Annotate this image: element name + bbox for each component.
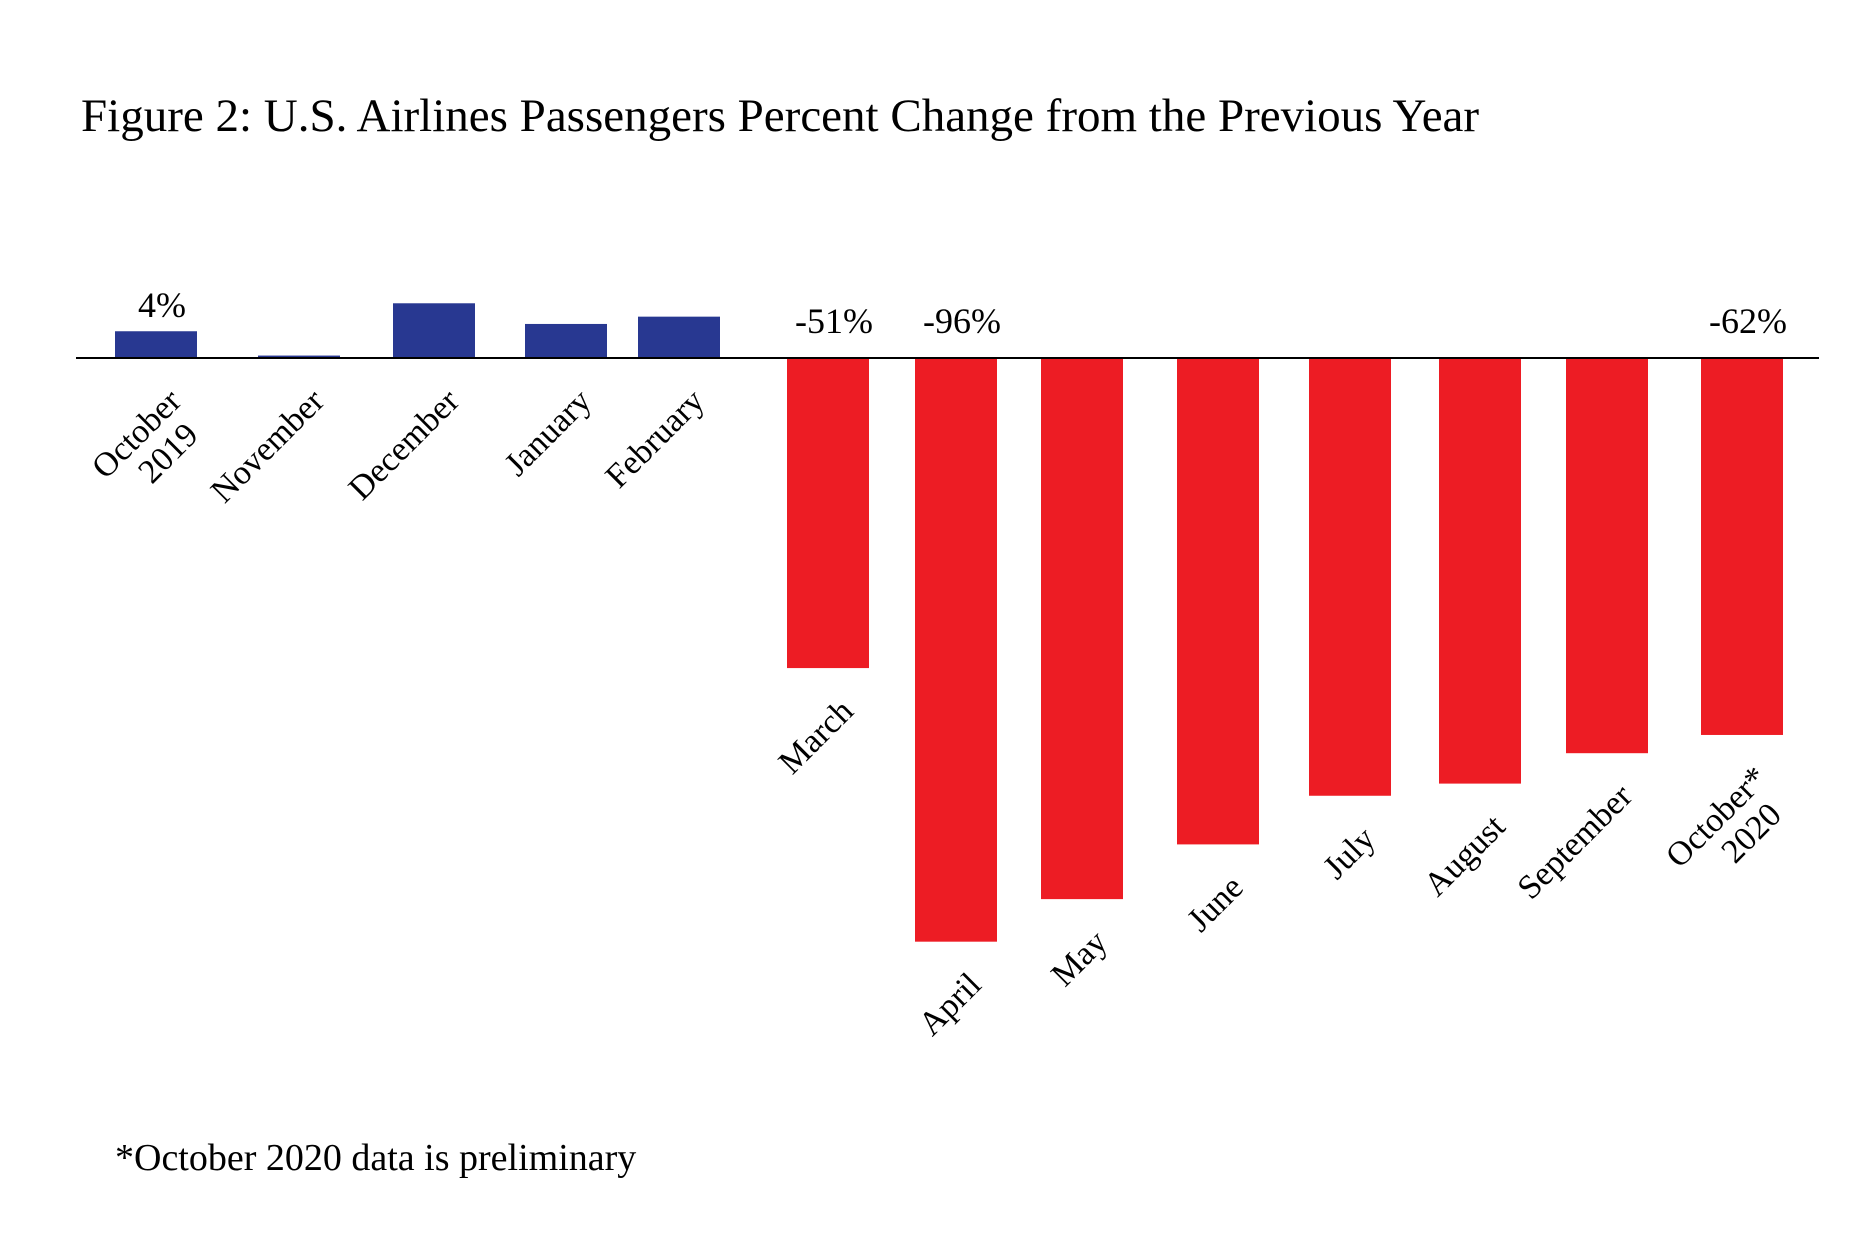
category-label: December <box>342 382 467 507</box>
bar-5 <box>787 358 869 669</box>
bar-12 <box>1701 358 1783 735</box>
bar-3 <box>525 323 607 358</box>
category-label: September <box>1511 777 1640 906</box>
category-label: April <box>912 966 989 1043</box>
category-label: October2019 <box>85 382 215 512</box>
bar-0 <box>115 331 197 358</box>
data-label: -96% <box>923 301 1001 341</box>
chart-title: Figure 2: U.S. Airlines Passengers Perce… <box>81 90 1479 142</box>
bar-6 <box>915 358 997 942</box>
category-label: August <box>1417 808 1513 904</box>
data-label: -51% <box>795 301 873 341</box>
bar-1 <box>258 355 340 358</box>
footnote: *October 2020 data is preliminary <box>115 1137 636 1179</box>
bar-11 <box>1566 358 1648 754</box>
category-label: November <box>204 382 332 510</box>
data-label: 4% <box>138 285 186 325</box>
bar-9 <box>1309 358 1391 796</box>
bar-8 <box>1177 358 1259 845</box>
category-label: May <box>1044 924 1114 994</box>
category-label: March <box>772 693 861 782</box>
category-label: July <box>1316 820 1382 886</box>
bar-2 <box>393 303 475 358</box>
category-label: January <box>498 382 599 483</box>
bar-4 <box>638 316 720 358</box>
bar-7 <box>1041 358 1123 900</box>
bar-10 <box>1439 358 1521 784</box>
category-label: February <box>599 382 712 495</box>
category-label: June <box>1180 869 1250 939</box>
data-label: -62% <box>1709 301 1787 341</box>
category-label: October*2020 <box>1659 759 1800 900</box>
